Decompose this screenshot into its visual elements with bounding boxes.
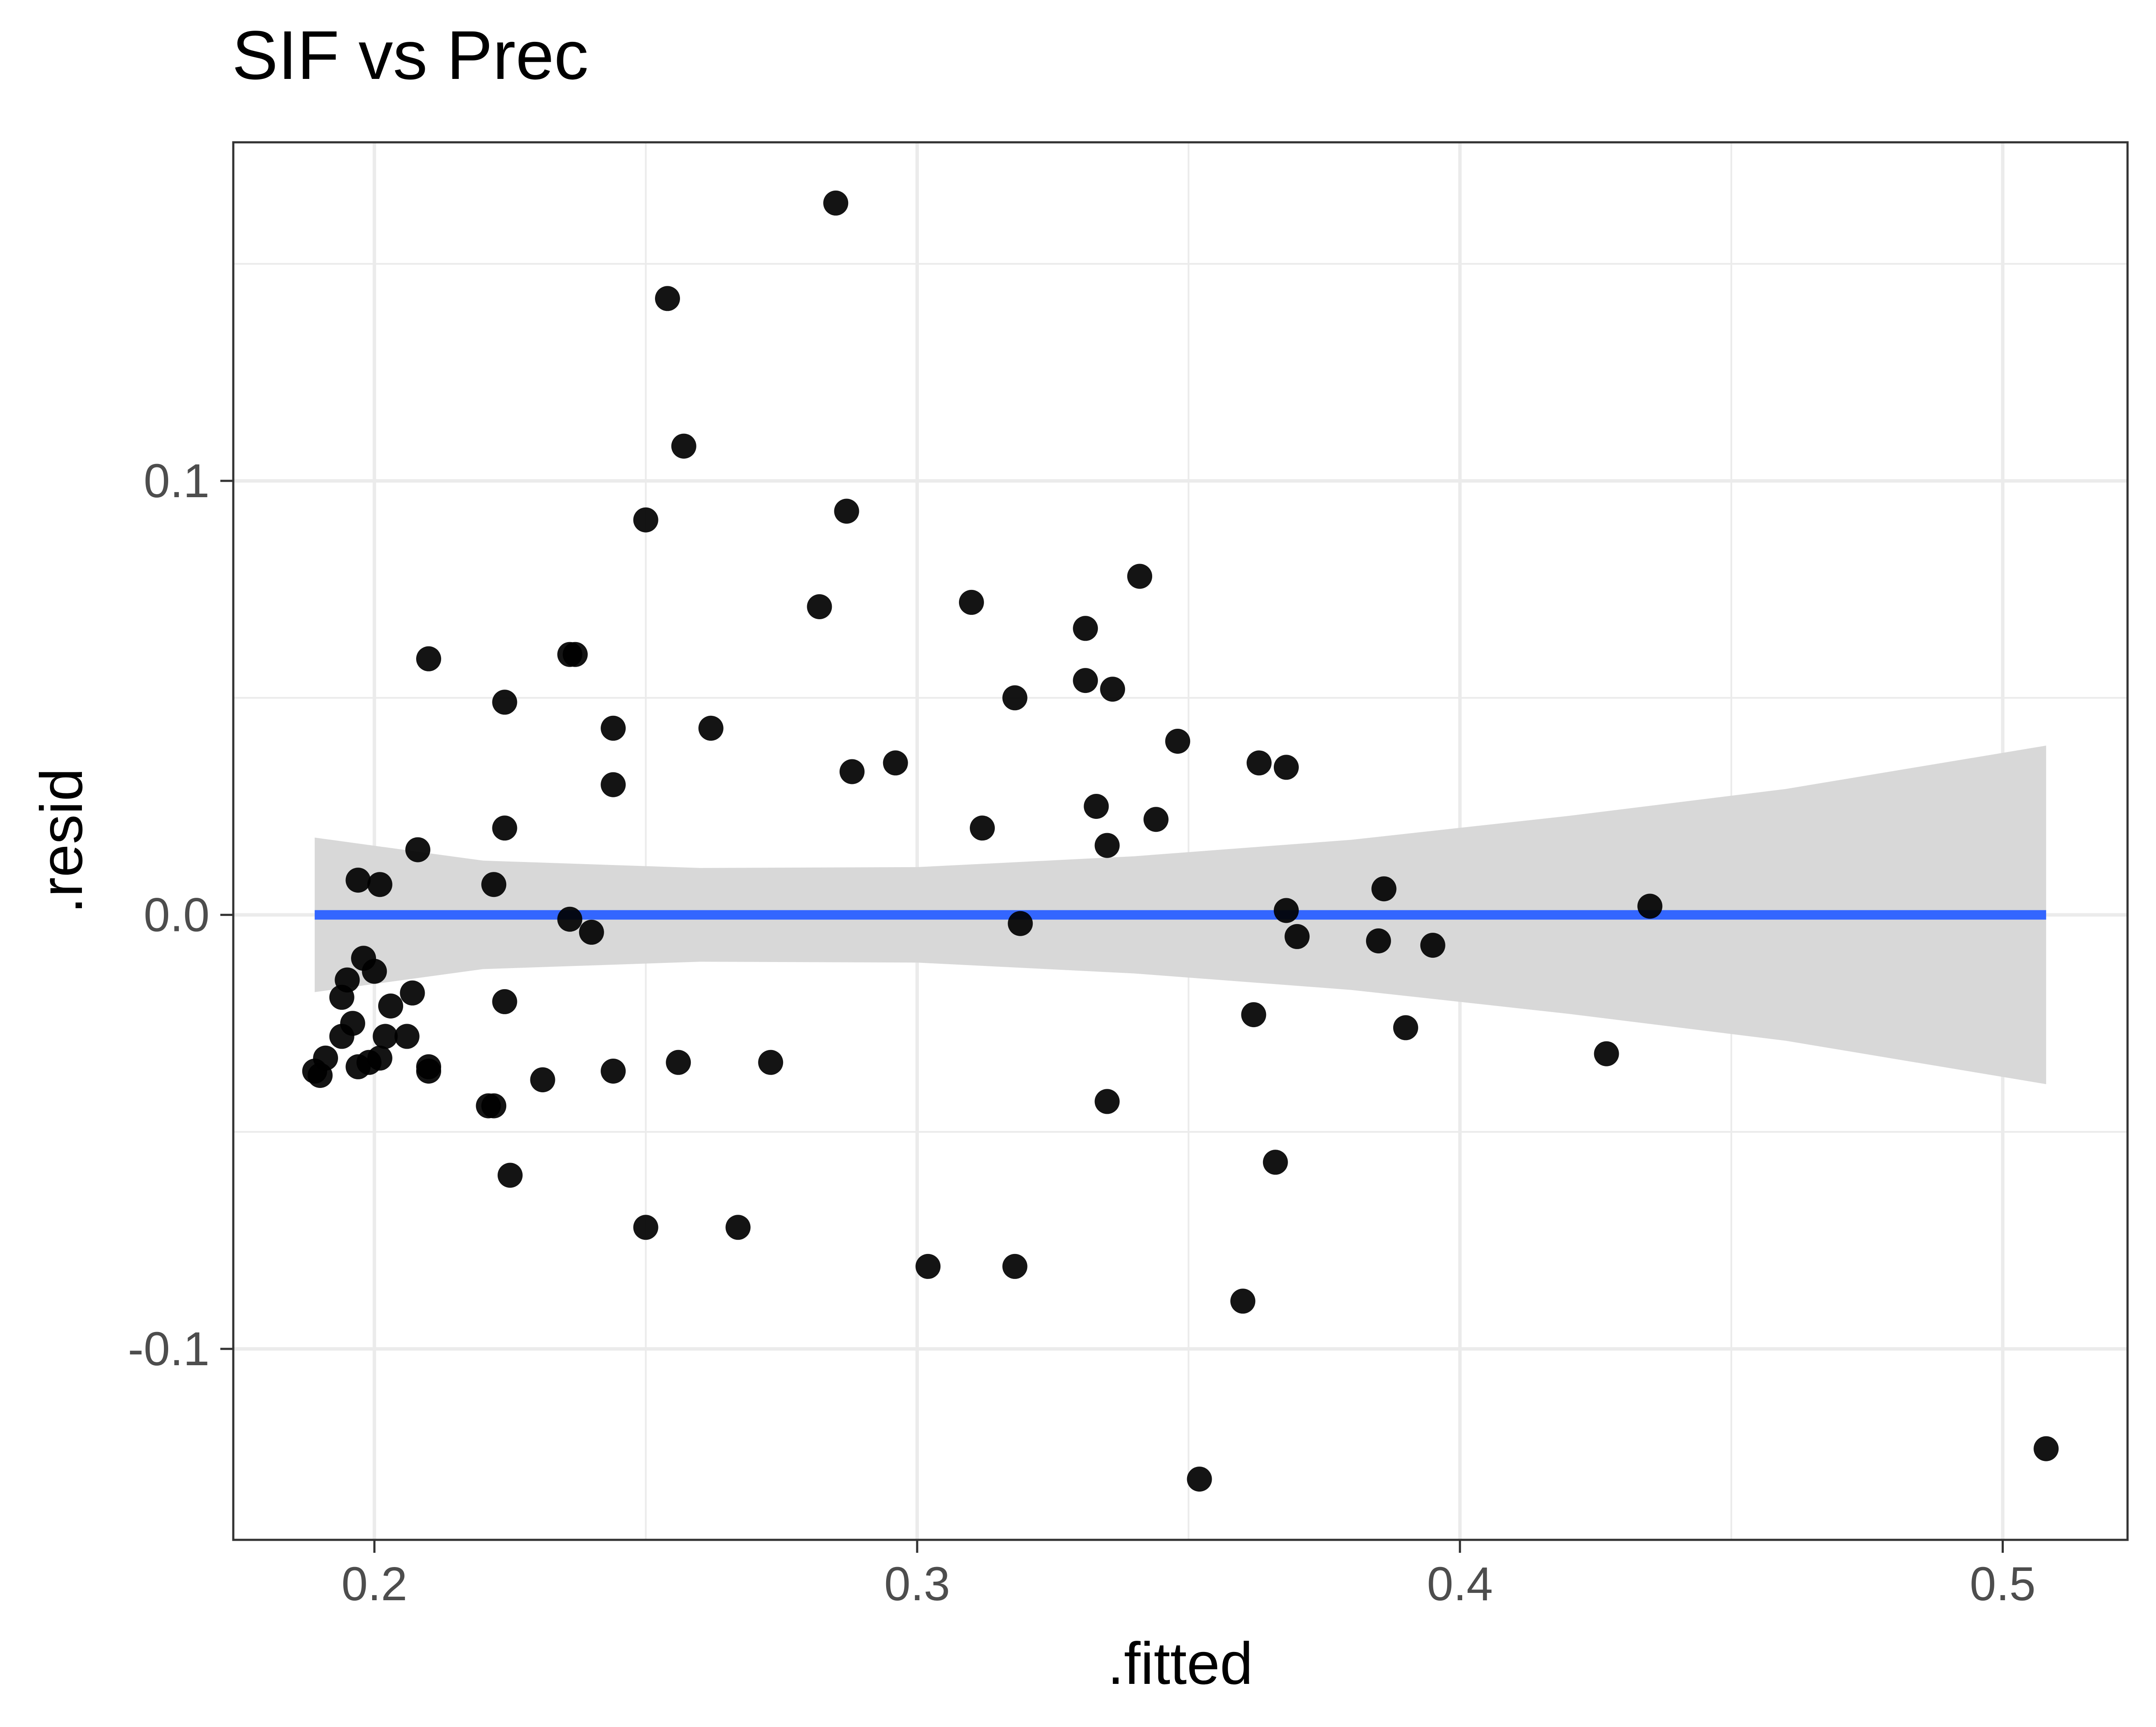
data-point [1094, 1089, 1120, 1114]
data-point [367, 1045, 392, 1071]
data-point [601, 1059, 626, 1084]
data-point [970, 815, 995, 841]
data-point [1241, 1002, 1266, 1028]
data-point [498, 1163, 523, 1188]
data-point [373, 1024, 398, 1049]
y-tick-label: 0.1 [144, 454, 210, 508]
data-point [492, 989, 517, 1014]
data-point [1420, 933, 1445, 958]
data-point [840, 759, 865, 784]
chart-title: SIF vs Prec [232, 16, 589, 94]
data-point [666, 1050, 691, 1075]
data-point [307, 1063, 333, 1088]
data-point [1084, 794, 1109, 819]
y-tick-label: -0.1 [128, 1323, 210, 1376]
data-point [416, 1059, 442, 1084]
data-point [492, 815, 517, 841]
data-point [329, 1024, 354, 1049]
data-point [655, 286, 680, 311]
data-point [2034, 1436, 2059, 1461]
data-point [883, 750, 908, 776]
data-point [1263, 1150, 1288, 1175]
data-point [530, 1067, 555, 1093]
data-point [1073, 616, 1098, 641]
data-point [1594, 1041, 1619, 1066]
data-point [329, 984, 354, 1010]
data-point [915, 1254, 941, 1279]
data-point [823, 190, 849, 216]
axes: 0.2 0.3 0.4 0.5 -0.1 0.0 0.1 [128, 454, 2035, 1611]
data-point [1094, 833, 1120, 858]
data-point [1366, 928, 1391, 953]
data-point [1230, 1288, 1256, 1314]
data-point [959, 589, 984, 615]
x-tick-label: 0.3 [884, 1558, 950, 1611]
data-point [1100, 677, 1125, 702]
data-point [378, 994, 403, 1019]
data-point [362, 959, 387, 984]
x-tick-label: 0.2 [342, 1558, 407, 1611]
data-point [807, 594, 832, 619]
data-point [557, 906, 583, 932]
data-point [1073, 668, 1098, 693]
data-point [1187, 1467, 1212, 1492]
data-point [1285, 924, 1310, 949]
panel-border [232, 141, 2129, 1541]
data-point [416, 646, 442, 671]
data-point [633, 507, 658, 533]
data-point [1165, 729, 1191, 754]
data-point [601, 715, 626, 741]
data-point [698, 715, 724, 741]
data-point [601, 772, 626, 797]
data-point [579, 919, 604, 945]
data-point [834, 498, 859, 524]
y-axis-label: .resid [28, 768, 95, 913]
data-point [345, 868, 371, 893]
data-point [405, 837, 430, 862]
y-tick-label: 0.0 [144, 889, 210, 942]
data-point [633, 1215, 658, 1240]
data-point [1371, 876, 1397, 902]
data-point [1127, 564, 1153, 589]
data-point [1002, 1254, 1028, 1279]
x-tick-label: 0.5 [1970, 1558, 2036, 1611]
data-point [400, 980, 425, 1006]
data-point [1393, 1015, 1418, 1041]
data-point [563, 642, 588, 667]
data-point [1143, 807, 1169, 832]
data-points [302, 190, 2059, 1492]
data-point [1247, 750, 1272, 776]
x-axis-label: .fitted [1107, 1630, 1253, 1697]
data-point [481, 1093, 507, 1119]
data-point [1274, 898, 1299, 923]
data-point [1274, 755, 1299, 780]
data-point [394, 1024, 420, 1049]
x-tick-label: 0.4 [1427, 1558, 1493, 1611]
data-point [725, 1215, 751, 1240]
data-point [367, 872, 392, 897]
data-point [671, 433, 696, 459]
data-point [1002, 685, 1028, 711]
data-point [758, 1050, 783, 1075]
data-point [481, 872, 507, 897]
data-point [492, 690, 517, 715]
data-point [1637, 893, 1663, 919]
data-point [1008, 911, 1033, 936]
